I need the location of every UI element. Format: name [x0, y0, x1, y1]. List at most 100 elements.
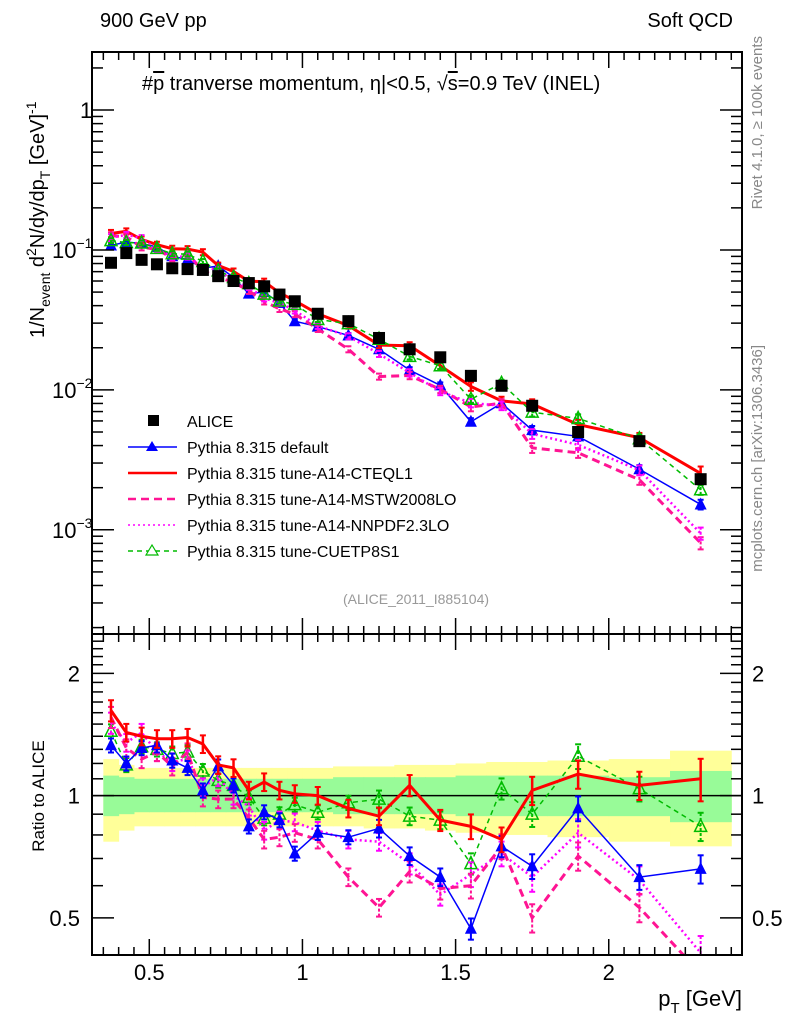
y-tick-label: 1 [80, 98, 92, 123]
main-marker-cuetp8s1 [570, 409, 586, 425]
ylabel-b: d [27, 256, 49, 273]
ratio-frame [91, 633, 743, 956]
main-line-nnpdf [110, 233, 702, 535]
legend-marker-alice [148, 415, 159, 426]
ylabel-d: [GeV] [27, 114, 49, 171]
main-plot-area [103, 227, 708, 551]
main-marker-cuetp8s1 [103, 231, 119, 247]
main-marker-cuetp8s1 [402, 347, 417, 363]
ratio-marker-default [288, 846, 301, 859]
ratio-y-tick-label: 2 [68, 661, 80, 686]
rivet-label: Rivet 4.1.0, ≥ 100k events [749, 36, 766, 209]
alice-data-point [464, 369, 477, 382]
ratio-line-mstw [109, 716, 686, 955]
alice-data-point [227, 275, 240, 288]
ylabel-c-sub: T [37, 170, 53, 179]
legend-marker-default [146, 441, 158, 451]
main-marker-default [694, 497, 707, 510]
xlabel-sub: T [670, 1000, 679, 1017]
x-tick-label: 2 [603, 960, 615, 985]
analysis-annotation: (ALICE_2011_I885104) [343, 591, 489, 607]
main-marker-cuetp8s1 [433, 357, 448, 372]
title-pbar: p [153, 73, 164, 95]
main-line-mstw [110, 234, 702, 545]
alice-data-point [495, 379, 508, 392]
ratio-marker-cuetp8s1 [241, 788, 257, 804]
alice-data-point [373, 331, 386, 344]
ylabel-c: N/dy/dp [27, 179, 49, 248]
main-title: #p tranverse momentum, η|<0.5, √s=0.9 Te… [142, 73, 600, 95]
main-panel: 1 10−1 10−2 10−3 #p tranverse momentum, η|<… [23, 51, 743, 635]
ratio-panel: 2 2 1 1 0.5 0.5 0.5 1 1.5 2 Ratio to ALICE pT [Ge… [29, 633, 783, 1017]
ratio-marker-cuetp8s1 [310, 803, 325, 818]
main-line-cteql1 [110, 229, 702, 475]
ratio-y-tick-label: 0.5 [49, 906, 80, 931]
alice-data-point [694, 473, 707, 486]
main-marker-default [104, 238, 117, 251]
ratio-marker-cuetp8s1 [195, 762, 211, 777]
title-body: tranverse momentum, [164, 73, 370, 95]
ratio-marker-default [258, 805, 271, 818]
ratio-marker-default [694, 861, 707, 874]
main-marker-default [288, 314, 301, 327]
ratio-ylabel: Ratio to ALICE [29, 740, 48, 852]
alice-data-point [258, 280, 271, 293]
xlabel-unit: [GeV] [680, 986, 742, 1011]
ratio-marker-default [403, 848, 416, 861]
legend-label-cteql1: Pythia 8.315 tune-A14-CTEQL1 [187, 466, 413, 483]
ratio-marker-default [242, 819, 255, 832]
alice-data-point [150, 258, 163, 271]
x-axis-label: pT [GeV] [658, 986, 742, 1017]
ratio-y-tick-label-right: 1 [752, 784, 764, 809]
main-marker-cuetp8s1 [180, 245, 195, 260]
xlabel-p: p [658, 986, 670, 1011]
y-tick-label-exponent: −1 [76, 235, 92, 251]
ylabel-a: 1/N [27, 307, 49, 338]
ratio-y-tick-label: 1 [68, 784, 80, 809]
alice-data-point [196, 263, 209, 276]
title-energy: =0.9 TeV (INEL) [458, 73, 600, 95]
alice-data-point [104, 256, 117, 269]
ratio-marker-default [120, 756, 133, 769]
main-marker-cuetp8s1 [165, 245, 180, 260]
alice-data-point [135, 253, 148, 266]
x-tick-label: 1.5 [440, 960, 471, 985]
alice-data-point [242, 277, 255, 290]
alice-data-point [633, 435, 646, 448]
x-tick-label: 0.5 [134, 960, 165, 985]
legend-label-nnpdf: Pythia 8.315 tune-A14-NNPDF2.3LO [187, 518, 449, 535]
main-marker-cuetp8s1 [134, 234, 149, 249]
main-marker-cuetp8s1 [256, 285, 272, 300]
legend-marker-cuetp8s1 [144, 543, 160, 556]
alice-data-point [212, 270, 225, 283]
ratio-marker-default [526, 859, 539, 872]
ratio-marker-default [434, 870, 447, 883]
y-tick-label: 10−1 [52, 235, 93, 263]
ratio-marker-default [181, 760, 194, 773]
ratio-line-cuetp8s1 [110, 730, 702, 866]
alice-data-point [288, 295, 301, 308]
ylabel-d-sup: -1 [23, 101, 39, 114]
mcplots-label: mcplots.cern.ch [arXiv:1306.3436] [749, 345, 766, 572]
title-s: s [448, 73, 458, 95]
legend-label-cuetp8s1: Pythia 8.315 tune-CUETP8S1 [187, 544, 400, 561]
alice-data-point [526, 399, 539, 412]
ratio-line-cteql1 [109, 709, 701, 842]
ratio-marker-default [464, 921, 477, 934]
ratio-y-tick-label-right: 0.5 [752, 906, 783, 931]
ratio-marker-default [373, 821, 386, 834]
ratio-marker-default [633, 870, 646, 883]
title-eta: η [370, 73, 381, 95]
ratio-marker-default [135, 740, 148, 753]
ratio-ticks: 2 2 1 1 0.5 0.5 0.5 1 1.5 2 [49, 634, 783, 985]
ratio-marker-default [166, 753, 179, 766]
ratio-marker-cuetp8s1 [103, 722, 119, 738]
main-marker-cuetp8s1 [149, 239, 165, 255]
alice-data-point [311, 307, 324, 320]
legend-label-default: Pythia 8.315 default [187, 440, 329, 457]
main-marker-default [342, 328, 355, 341]
alice-data-point [403, 343, 416, 356]
alice-data-point [572, 426, 585, 439]
main-marker-cuetp8s1 [463, 390, 479, 406]
alice-data-point [273, 288, 286, 301]
